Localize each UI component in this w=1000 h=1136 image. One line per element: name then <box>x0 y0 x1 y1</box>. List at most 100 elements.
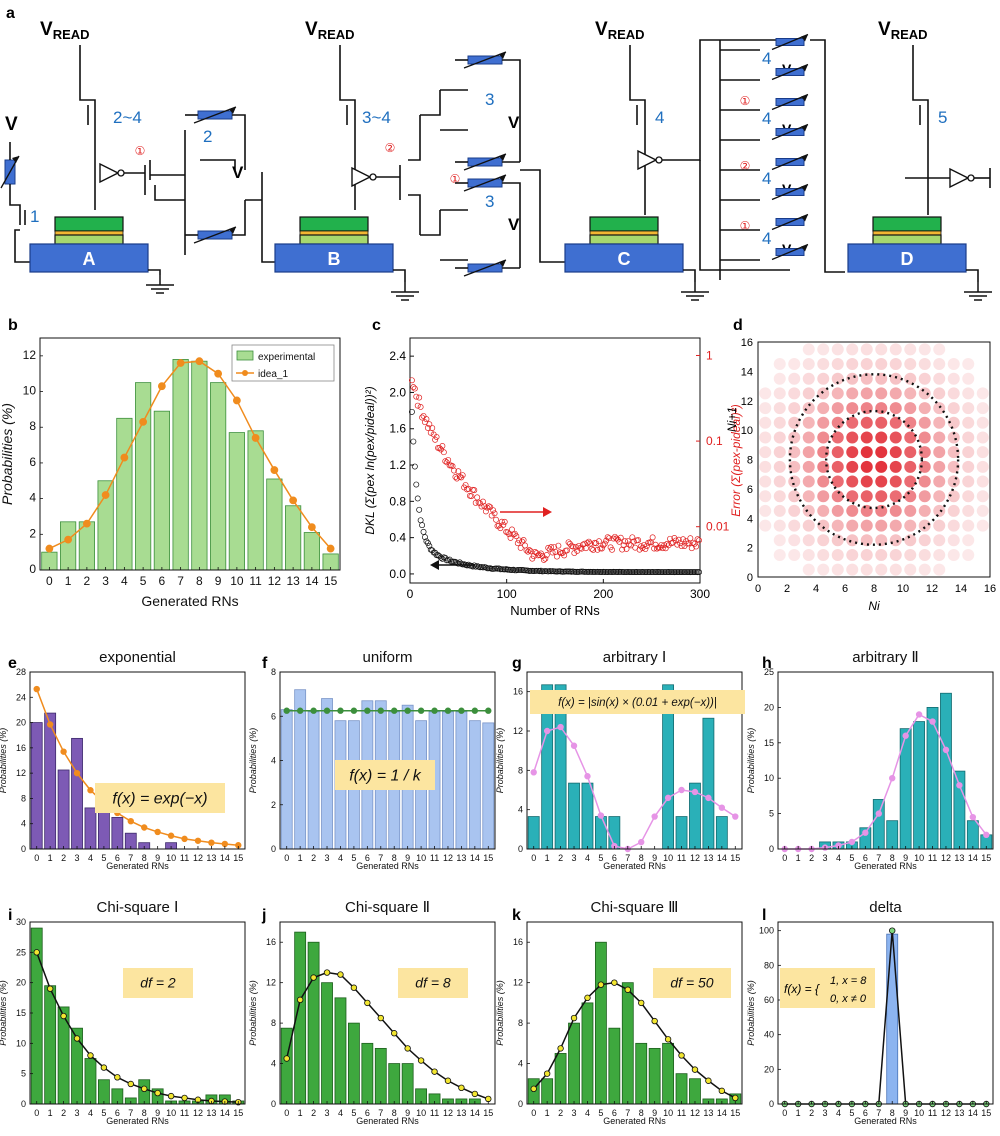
data-point-error <box>610 535 617 542</box>
y-tick-label: 4 <box>747 513 753 525</box>
device-stack-B: B <box>274 216 394 273</box>
data-point-dkl <box>414 495 421 502</box>
arrowhead-right <box>543 507 552 517</box>
vread-subscript: READ <box>891 27 928 42</box>
x-tick-label: 14 <box>220 1108 230 1118</box>
data-point-error <box>532 548 539 555</box>
heatmap-cell <box>962 490 975 503</box>
heatmap-cell <box>889 563 902 576</box>
x-tick-label: 12 <box>268 574 282 588</box>
legend-label: idea_1 <box>258 369 288 380</box>
bar <box>468 720 481 850</box>
vread-subscript: READ <box>53 27 90 42</box>
plot-frame <box>409 337 701 584</box>
heatmap-cell <box>904 446 917 459</box>
x-tick-label: 15 <box>730 853 740 863</box>
x-tick-label: 11 <box>180 853 189 863</box>
y-axis-label: Probabilities (%) <box>746 980 756 1046</box>
y-tick-label: 0 <box>29 562 36 576</box>
memristor-arrowhead <box>801 214 808 222</box>
x-tick-label: 14 <box>220 853 230 863</box>
x-tick-label: 13 <box>456 853 466 863</box>
chart-title: arbitrary Ⅱ <box>852 649 919 666</box>
heatmap-cell <box>976 402 989 415</box>
series-point <box>597 812 605 819</box>
bar <box>886 820 899 850</box>
y-tick-label: 20 <box>16 718 26 728</box>
data-point-dkl <box>661 569 668 575</box>
series-point <box>471 707 479 714</box>
heatmap-cell <box>947 504 960 517</box>
node-marker: ① <box>740 219 751 233</box>
x-tick-label: 3 <box>572 1108 577 1118</box>
data-point-error <box>414 402 421 409</box>
heatmap-cell <box>933 416 946 429</box>
stack-layer-mid <box>589 230 659 236</box>
heatmap-cell <box>802 519 815 532</box>
data-point-error <box>481 503 488 510</box>
inverter-bubble <box>967 174 975 182</box>
data-point-error <box>672 537 679 544</box>
x-tick-label: 13 <box>456 1108 466 1118</box>
series-point <box>194 837 202 844</box>
x-tick-label: 14 <box>470 853 480 863</box>
series-point <box>127 1080 134 1088</box>
arrowhead-left <box>430 560 439 570</box>
heatmap-cell <box>817 358 830 371</box>
heatmap-cell <box>962 504 975 517</box>
memristor-arrowhead <box>801 184 808 192</box>
x-tick-label: 13 <box>703 853 713 863</box>
bar <box>374 1047 387 1105</box>
series-point <box>323 969 331 976</box>
x-tick-label: 15 <box>981 853 991 863</box>
heatmap-cell <box>860 416 873 429</box>
data-point-error <box>694 536 701 543</box>
heatmap-cell <box>846 402 859 415</box>
data-point-dkl <box>654 569 660 575</box>
series-point <box>364 707 371 714</box>
x-tick-label: 6 <box>612 1108 617 1118</box>
x-axis-label: Generated RNs <box>141 593 238 609</box>
panel-letter-g: g <box>512 655 522 672</box>
series-point <box>377 707 384 714</box>
vread-subscript: READ <box>608 27 645 42</box>
heatmap-cell <box>933 343 946 356</box>
heatmap-cell <box>947 519 960 532</box>
x-tick-label: 4 <box>88 853 93 863</box>
data-point-dkl <box>636 569 643 576</box>
heatmap-cell <box>846 475 859 488</box>
transistor-label: 3 <box>485 192 494 211</box>
memristor-c <box>771 153 809 171</box>
formula-text: df = 50 <box>670 975 713 991</box>
heatmap-cell <box>947 534 960 547</box>
heatmap-cell <box>933 563 946 576</box>
data-point-dkl <box>420 528 427 535</box>
series-point <box>377 1014 384 1022</box>
heatmap-cell <box>904 504 917 517</box>
series-point <box>705 794 712 802</box>
bar <box>97 807 110 850</box>
data-point-error <box>432 436 439 443</box>
x-tick-label: 11 <box>677 1108 686 1118</box>
bar <box>84 807 97 850</box>
chart-title: Chi-square Ⅲ <box>591 899 679 916</box>
series-point <box>232 396 241 405</box>
data-point-error <box>649 534 656 541</box>
heatmap-cell <box>759 402 772 415</box>
heatmap-cell <box>875 534 888 547</box>
data-point-error <box>596 538 602 545</box>
heatmap-cell <box>976 504 989 517</box>
y-tick-label: 6 <box>29 455 36 469</box>
series-point <box>221 840 229 848</box>
x-tick-label: 2 <box>558 1108 563 1118</box>
heatmap-cell <box>875 460 888 473</box>
x-tick-label: 1 <box>48 853 53 863</box>
series-point <box>101 491 110 499</box>
data-point-dkl <box>495 565 502 572</box>
heatmap-cell <box>846 563 859 576</box>
y-tick-label: 2 <box>747 543 753 555</box>
heatmap-cell <box>802 343 815 356</box>
x-tick-label: 15 <box>324 574 338 588</box>
series-line <box>49 360 332 550</box>
